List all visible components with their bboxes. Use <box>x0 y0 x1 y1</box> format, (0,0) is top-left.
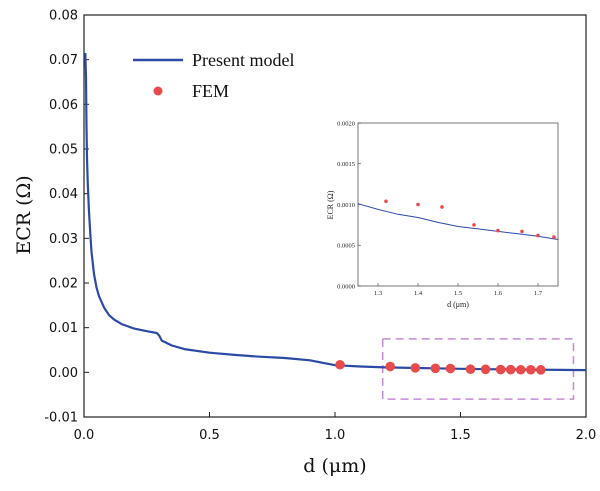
y-tick-label: 0.00 <box>49 366 78 381</box>
inset-fem-point <box>520 229 524 234</box>
x-tick-label: 2.0 <box>576 428 597 443</box>
inset-fem-point <box>384 199 388 204</box>
x-tick-label: 1.0 <box>325 428 346 443</box>
inset-x-title: d (μm) <box>447 300 469 309</box>
fem-point <box>465 364 476 375</box>
inset-y-tick-label: 0.0000 <box>337 283 355 290</box>
fem-point <box>525 364 536 375</box>
inset-series-layer <box>357 199 559 240</box>
y-tick-label: 0.05 <box>49 143 78 158</box>
fem-point <box>430 363 441 374</box>
x-axis-title: d (μm) <box>303 455 366 477</box>
x-tick-label: 0.5 <box>199 428 220 443</box>
series-layer <box>84 52 587 375</box>
inset-x-tick-label: 1.3 <box>374 290 382 297</box>
inset-frame <box>357 122 559 287</box>
y-axis-title: ECR (Ω) <box>13 175 35 254</box>
x-tick-label: 1.5 <box>450 428 471 443</box>
fem-point <box>505 364 516 375</box>
fem-point <box>536 365 546 375</box>
legend-point-swatch <box>153 86 163 96</box>
inset-y-tick-label: 0.0015 <box>337 161 355 168</box>
fem-point <box>335 359 345 370</box>
legend-label-fem: FEM <box>192 81 229 101</box>
inset-fem-point <box>472 223 476 227</box>
inset-x-ticks: 1.3 1.4 1.5 1.6 1.7 <box>374 283 543 297</box>
inset-x-tick-label: 1.6 <box>494 290 503 297</box>
inset-fem-point <box>536 233 540 238</box>
fem-point <box>480 364 491 375</box>
inset-x-tick-label: 1.4 <box>414 290 423 297</box>
inset-chart: 0.0000 0.0005 0.0010 0.0015 0.0020 1.3 1.4 1.5… <box>326 120 559 309</box>
x-tick-label: 0.0 <box>74 428 95 443</box>
inset-fem-point <box>440 205 444 209</box>
y-tick-label: 0.07 <box>49 53 78 68</box>
y-axis-ticks: -0.01 0.00 0.01 0.02 0.03 0.04 0.05 0.06 0.07 0.0… <box>44 9 89 426</box>
y-tick-label: -0.01 <box>44 411 78 426</box>
inset-fem-point <box>416 202 420 207</box>
inset-y-title: ECR (Ω) <box>326 190 335 219</box>
fem-point <box>495 364 506 375</box>
zoom-highlight-box <box>381 338 575 400</box>
y-tick-label: 0.02 <box>49 277 78 292</box>
inset-y-ticks: 0.0000 0.0005 0.0010 0.0015 0.0020 <box>337 120 361 290</box>
inset-y-tick-label: 0.0010 <box>337 202 355 209</box>
fem-point <box>445 363 456 374</box>
y-tick-label: 0.06 <box>49 98 78 113</box>
y-tick-label: 0.03 <box>49 232 78 247</box>
legend-label-present-model: Present model <box>192 50 294 70</box>
fem-point <box>410 363 421 373</box>
fem-point <box>385 361 396 372</box>
y-tick-label: 0.04 <box>49 187 78 202</box>
inset-fem-point <box>552 235 556 239</box>
inset-x-tick-label: 1.7 <box>534 290 543 297</box>
y-tick-label: 0.01 <box>49 321 78 336</box>
inset-y-tick-label: 0.0020 <box>337 120 355 127</box>
y-tick-label: 0.08 <box>49 9 78 24</box>
legend: Present model FEM <box>133 50 294 101</box>
inset-x-tick-label: 1.5 <box>454 290 462 297</box>
x-axis-ticks: 0.0 0.5 1.0 1.5 2.0 <box>74 412 597 443</box>
inset-fem-point <box>496 228 500 233</box>
fem-point <box>515 364 526 375</box>
inset-y-tick-label: 0.0005 <box>337 243 355 250</box>
inset-model-line <box>357 203 559 240</box>
